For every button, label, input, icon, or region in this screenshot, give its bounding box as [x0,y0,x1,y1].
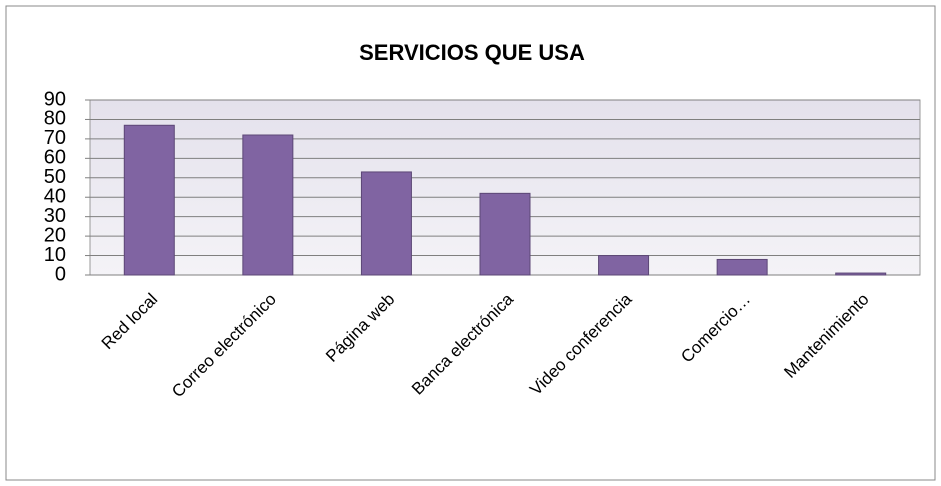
bar [123,124,175,276]
y-tick-label: 50 [44,166,66,188]
y-tick-label: 60 [44,147,66,169]
y-tick-label: 90 [44,88,66,110]
bar [598,255,650,276]
bar [242,134,294,276]
bar [360,171,412,276]
y-tick-label: 0 [55,263,66,285]
y-tick-label: 10 [44,244,66,266]
bar [835,272,887,276]
y-tick-label: 20 [44,224,66,246]
bar [716,258,768,276]
y-tick-label: 40 [44,186,66,208]
chart-title: SERVICIOS QUE USA [359,40,585,65]
bar [479,192,531,276]
y-tick-label: 80 [44,108,66,130]
y-tick-label: 30 [44,205,66,227]
y-tick-label: 70 [44,127,66,149]
